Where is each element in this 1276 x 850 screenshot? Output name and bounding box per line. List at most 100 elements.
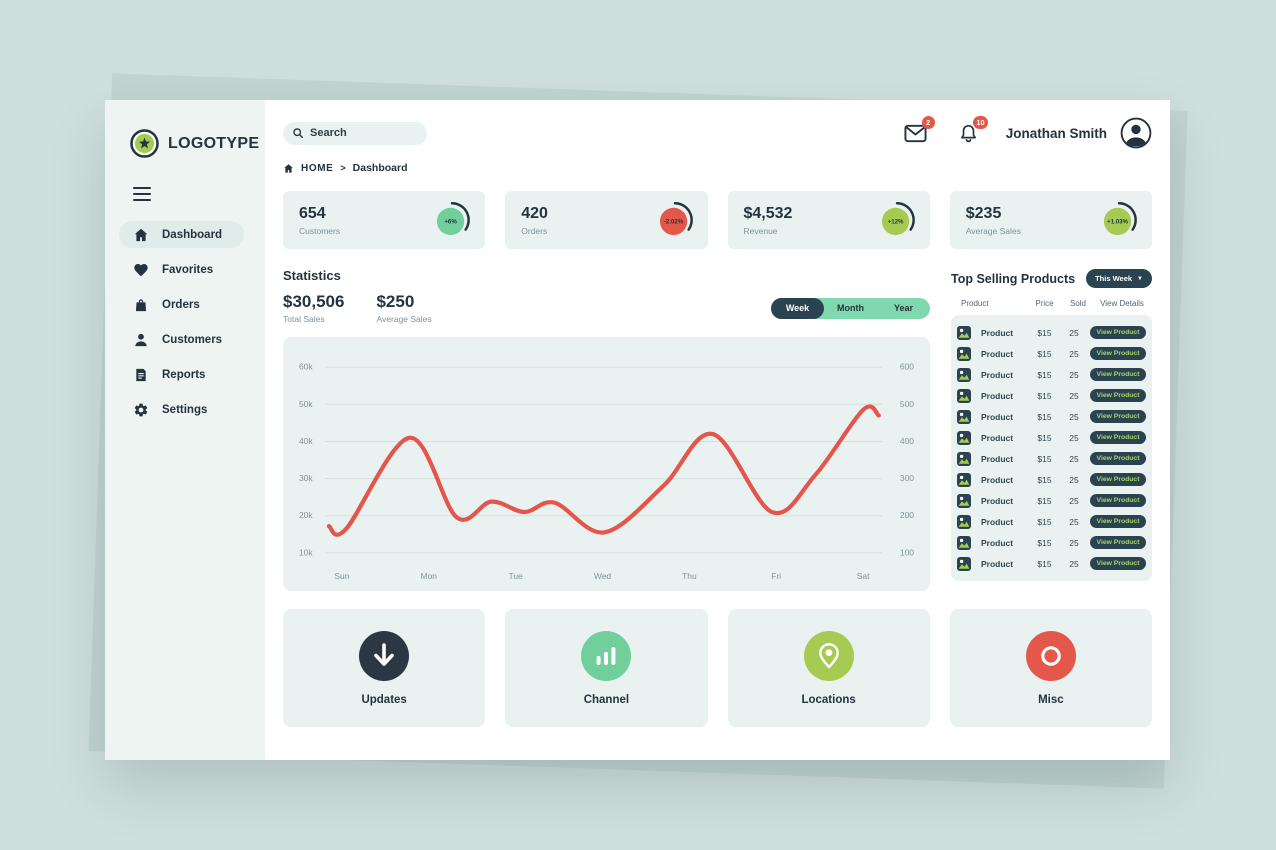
shortcut-label: Locations — [801, 693, 856, 706]
svg-text:20k: 20k — [299, 510, 313, 520]
heart-icon — [134, 263, 148, 277]
svg-text:Tue: Tue — [508, 571, 523, 581]
menu-toggle-icon[interactable] — [133, 187, 151, 202]
product-sold: 25 — [1069, 390, 1079, 401]
column-view-details: View Details — [1100, 299, 1144, 308]
logo: LOGOTYPE — [129, 128, 265, 159]
products-title: Top Selling Products — [951, 271, 1076, 286]
svg-text:-2.02%: -2.02% — [663, 219, 683, 226]
sidebar-item-dashboard[interactable]: Dashboard — [119, 221, 245, 249]
sidebar-item-label: Favorites — [162, 263, 214, 276]
svg-text:500: 500 — [900, 399, 914, 409]
view-product-button[interactable]: View Product — [1090, 557, 1146, 570]
view-product-button[interactable]: View Product — [1090, 452, 1146, 465]
svg-text:+6%: +6% — [445, 219, 458, 226]
view-product-button[interactable]: View Product — [1090, 473, 1146, 486]
product-price: $15 — [1037, 369, 1052, 380]
product-name: Product — [981, 453, 1014, 464]
shortcut-card-channel[interactable]: Channel — [505, 609, 708, 727]
products-table: Product $15 25 View Product Product $15 … — [951, 315, 1152, 581]
product-name: Product — [981, 348, 1014, 359]
sidebar-item-customers[interactable]: Customers — [119, 326, 236, 353]
stat-label: Customers — [299, 225, 341, 236]
stat-card: $235 Average Sales +1.03% — [949, 191, 1152, 249]
product-price: $15 — [1037, 432, 1052, 443]
main-content: 2 10 Jonathan Smith — [265, 100, 1170, 760]
sidebar-nav: Dashboard Favorites Orders Customers Rep… — [119, 221, 265, 423]
svg-text:+1.03%: +1.03% — [1107, 219, 1128, 226]
sidebar-item-label: Dashboard — [162, 228, 223, 241]
sales-line-chart: 60k 600 50k 500 40k 400 30k 300 20k 200 10k 100 Sun M… — [299, 362, 914, 581]
view-product-button[interactable]: View Product — [1090, 494, 1146, 507]
avatar[interactable] — [1120, 117, 1152, 149]
view-product-button[interactable]: View Product — [1090, 347, 1146, 360]
total-sales-label: Total Sales — [283, 314, 325, 324]
product-price: $15 — [1037, 558, 1052, 569]
stat-value: 654 — [299, 204, 326, 222]
product-name: Product — [981, 537, 1014, 548]
bell-icon — [960, 124, 976, 142]
product-image-icon — [957, 409, 971, 424]
view-product-button[interactable]: View Product — [1090, 431, 1146, 444]
view-product-button[interactable]: View Product — [1090, 515, 1146, 528]
sidebar-item-label: Customers — [162, 333, 223, 346]
sidebar-item-settings[interactable]: Settings — [119, 396, 221, 423]
product-image-icon — [957, 325, 971, 340]
table-row: Product $15 25 View Product — [957, 364, 1146, 385]
shortcut-label: Misc — [1038, 693, 1064, 706]
view-product-button[interactable]: View Product — [1090, 410, 1146, 423]
products-filter-dropdown[interactable]: This Week ▼ — [1086, 269, 1152, 288]
product-name: Product — [981, 558, 1014, 569]
product-image-icon — [957, 430, 971, 445]
product-sold: 25 — [1069, 495, 1079, 506]
range-tab-year[interactable]: Year — [893, 303, 914, 313]
view-product-button[interactable]: View Product — [1090, 536, 1146, 549]
sidebar-item-favorites[interactable]: Favorites — [119, 256, 227, 283]
notifications-button[interactable]: 10 — [957, 115, 988, 144]
search-input[interactable] — [310, 127, 418, 139]
download-arrow-icon — [359, 630, 410, 681]
stat-delta-badge: +1.03% — [1103, 202, 1137, 236]
sidebar-item-label: Orders — [162, 298, 200, 311]
stat-label: Orders — [521, 225, 548, 236]
product-image-icon — [957, 346, 971, 361]
svg-text:300: 300 — [900, 473, 914, 483]
statistics-title: Statistics — [283, 268, 341, 283]
table-row: Product $15 25 View Product — [957, 490, 1146, 511]
product-name: Product — [981, 369, 1014, 380]
average-sales: $250 Average Sales — [376, 292, 431, 324]
product-name: Product — [981, 474, 1014, 485]
view-product-button[interactable]: View Product — [1090, 368, 1146, 381]
svg-text:Sat: Sat — [857, 571, 870, 581]
range-tab-month[interactable]: Month — [837, 303, 864, 313]
sidebar-item-orders[interactable]: Orders — [119, 291, 214, 318]
view-product-button[interactable]: View Product — [1090, 326, 1146, 339]
shortcut-card-locations[interactable]: Locations — [727, 609, 930, 727]
stat-cards-row: 654 Customers +6% 420 Orders -2.02% $4,5… — [283, 191, 1152, 249]
svg-text:60k: 60k — [299, 362, 313, 372]
sidebar-item-reports[interactable]: Reports — [119, 361, 219, 388]
search-box[interactable] — [283, 121, 427, 145]
svg-text:100: 100 — [900, 547, 914, 557]
svg-text:Fri: Fri — [771, 571, 781, 581]
product-name: Product — [981, 390, 1014, 401]
breadcrumb-separator: > — [340, 163, 346, 173]
svg-text:50k: 50k — [299, 399, 313, 409]
range-tab-week[interactable]: Week — [771, 297, 824, 319]
product-sold: 25 — [1069, 453, 1079, 464]
column-price: Price — [1035, 299, 1054, 308]
product-name: Product — [981, 327, 1014, 338]
product-sold: 25 — [1069, 432, 1079, 443]
shortcut-card-updates[interactable]: Updates — [283, 609, 486, 727]
mail-badge: 2 — [921, 115, 935, 129]
stat-label: Revenue — [743, 225, 778, 236]
view-product-button[interactable]: View Product — [1090, 389, 1146, 402]
breadcrumb-home[interactable]: HOME — [301, 162, 334, 174]
range-toggle: Week Month Year — [771, 297, 930, 319]
product-sold: 25 — [1069, 558, 1079, 569]
shortcut-card-misc[interactable]: Misc — [949, 609, 1152, 727]
product-price: $15 — [1037, 348, 1052, 359]
stat-label: Average Sales — [965, 225, 1021, 236]
bar-chart-icon — [581, 630, 632, 681]
messages-button[interactable]: 2 — [904, 115, 935, 144]
